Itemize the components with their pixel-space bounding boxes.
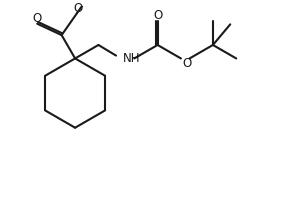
- Text: O: O: [73, 2, 83, 15]
- Text: O: O: [182, 57, 191, 70]
- Text: O: O: [153, 9, 162, 22]
- Text: NH: NH: [123, 52, 140, 65]
- Text: O: O: [33, 12, 42, 25]
